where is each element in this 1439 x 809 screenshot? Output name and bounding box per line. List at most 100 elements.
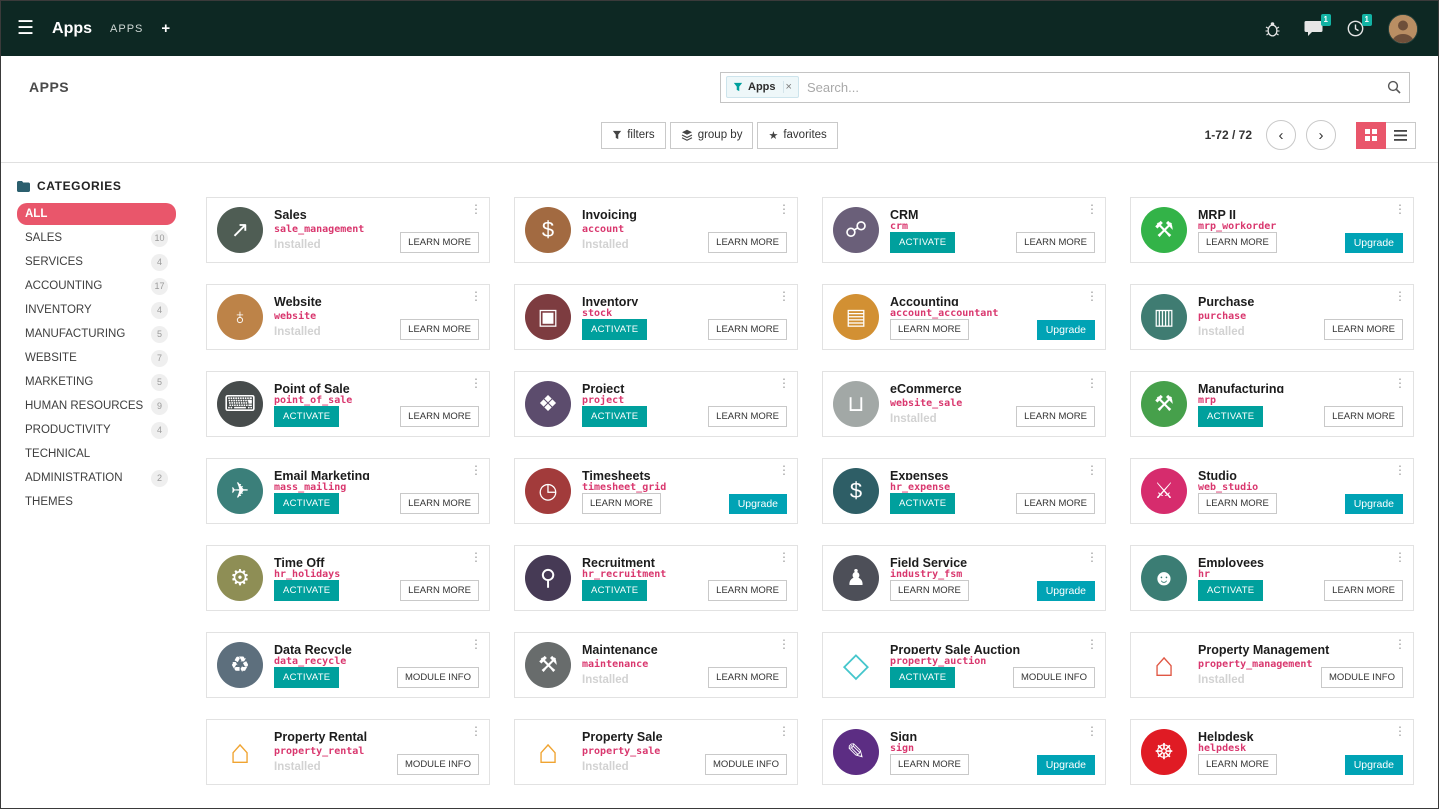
- learn-more-button[interactable]: LEARN MORE: [400, 318, 479, 340]
- learn-more-button[interactable]: LEARN MORE: [400, 492, 479, 514]
- learn-more-button[interactable]: LEARN MORE: [890, 753, 969, 775]
- navbar-app-title[interactable]: Apps: [52, 19, 93, 37]
- learn-more-button[interactable]: LEARN MORE: [890, 579, 969, 601]
- learn-more-button[interactable]: LEARN MORE: [890, 318, 969, 340]
- sidebar-item-themes[interactable]: THEMES: [17, 491, 176, 513]
- learn-more-button[interactable]: LEARN MORE: [1324, 318, 1403, 340]
- learn-more-button[interactable]: LEARN MORE: [1016, 405, 1095, 427]
- learn-more-button[interactable]: LEARN MORE: [1324, 579, 1403, 601]
- module-info-button[interactable]: MODULE INFO: [1321, 666, 1403, 688]
- module-info-button[interactable]: MODULE INFO: [397, 666, 479, 688]
- upgrade-button[interactable]: Upgrade: [1344, 754, 1403, 775]
- activate-button[interactable]: ACTIVATE: [1198, 579, 1264, 601]
- hamburger-menu-icon[interactable]: ☰: [17, 18, 35, 39]
- chat-messages-icon[interactable]: 1: [1304, 14, 1331, 37]
- card-kebab-menu-icon[interactable]: ⋮: [1086, 463, 1098, 477]
- activate-button[interactable]: ACTIVATE: [274, 579, 340, 601]
- card-kebab-menu-icon[interactable]: ⋮: [1086, 550, 1098, 564]
- upgrade-button[interactable]: Upgrade: [1036, 754, 1095, 775]
- learn-more-button[interactable]: LEARN MORE: [1016, 231, 1095, 253]
- card-kebab-menu-icon[interactable]: ⋮: [1394, 289, 1406, 303]
- card-kebab-menu-icon[interactable]: ⋮: [470, 463, 482, 477]
- sidebar-item-accounting[interactable]: ACCOUNTING 17: [17, 275, 176, 297]
- learn-more-button[interactable]: LEARN MORE: [708, 579, 787, 601]
- card-kebab-menu-icon[interactable]: ⋮: [1086, 637, 1098, 651]
- card-kebab-menu-icon[interactable]: ⋮: [470, 724, 482, 738]
- learn-more-button[interactable]: LEARN MORE: [1198, 492, 1277, 514]
- card-kebab-menu-icon[interactable]: ⋮: [1394, 724, 1406, 738]
- search-input[interactable]: [806, 79, 1387, 95]
- activate-button[interactable]: ACTIVATE: [890, 231, 956, 253]
- kanban-view-button[interactable]: [1356, 121, 1386, 149]
- sidebar-item-sales[interactable]: SALES 10: [17, 227, 176, 249]
- sidebar-item-services[interactable]: SERVICES 4: [17, 251, 176, 273]
- card-kebab-menu-icon[interactable]: ⋮: [778, 289, 790, 303]
- bug-icon[interactable]: [1265, 21, 1280, 37]
- card-kebab-menu-icon[interactable]: ⋮: [470, 202, 482, 216]
- navbar-menu-item-apps[interactable]: APPS: [110, 22, 144, 35]
- learn-more-button[interactable]: LEARN MORE: [708, 318, 787, 340]
- learn-more-button[interactable]: LEARN MORE: [400, 231, 479, 253]
- activate-button[interactable]: ACTIVATE: [582, 318, 648, 340]
- card-kebab-menu-icon[interactable]: ⋮: [1086, 289, 1098, 303]
- activate-button[interactable]: ACTIVATE: [1198, 405, 1264, 427]
- card-kebab-menu-icon[interactable]: ⋮: [1086, 724, 1098, 738]
- learn-more-button[interactable]: LEARN MORE: [708, 231, 787, 253]
- sidebar-item-technical[interactable]: TECHNICAL: [17, 443, 176, 465]
- list-view-button[interactable]: [1386, 121, 1416, 149]
- activate-button[interactable]: ACTIVATE: [274, 492, 340, 514]
- activate-button[interactable]: ACTIVATE: [890, 666, 956, 688]
- pager-next-button[interactable]: ›: [1306, 120, 1336, 150]
- upgrade-button[interactable]: Upgrade: [1036, 580, 1095, 601]
- module-info-button[interactable]: MODULE INFO: [397, 753, 479, 775]
- activate-button[interactable]: ACTIVATE: [890, 492, 956, 514]
- search-magnifier-icon[interactable]: [1387, 80, 1401, 94]
- learn-more-button[interactable]: LEARN MORE: [1016, 492, 1095, 514]
- activate-button[interactable]: ACTIVATE: [274, 405, 340, 427]
- upgrade-button[interactable]: Upgrade: [728, 493, 787, 514]
- learn-more-button[interactable]: LEARN MORE: [400, 405, 479, 427]
- group-by-button[interactable]: group by: [669, 121, 754, 149]
- learn-more-button[interactable]: LEARN MORE: [400, 579, 479, 601]
- sidebar-item-inventory[interactable]: INVENTORY 4: [17, 299, 176, 321]
- sidebar-item-administration[interactable]: ADMINISTRATION 2: [17, 467, 176, 489]
- learn-more-button[interactable]: LEARN MORE: [708, 666, 787, 688]
- activate-button[interactable]: ACTIVATE: [274, 666, 340, 688]
- card-kebab-menu-icon[interactable]: ⋮: [778, 637, 790, 651]
- card-kebab-menu-icon[interactable]: ⋮: [1394, 202, 1406, 216]
- activity-clock-icon[interactable]: 1: [1347, 14, 1372, 37]
- filters-button[interactable]: filters: [601, 121, 666, 149]
- pager-previous-button[interactable]: ‹: [1266, 120, 1296, 150]
- module-info-button[interactable]: MODULE INFO: [1013, 666, 1095, 688]
- card-kebab-menu-icon[interactable]: ⋮: [470, 376, 482, 390]
- card-kebab-menu-icon[interactable]: ⋮: [470, 289, 482, 303]
- activate-button[interactable]: ACTIVATE: [582, 405, 648, 427]
- upgrade-button[interactable]: Upgrade: [1344, 493, 1403, 514]
- card-kebab-menu-icon[interactable]: ⋮: [470, 637, 482, 651]
- learn-more-button[interactable]: LEARN MORE: [708, 405, 787, 427]
- card-kebab-menu-icon[interactable]: ⋮: [1086, 202, 1098, 216]
- card-kebab-menu-icon[interactable]: ⋮: [778, 550, 790, 564]
- sidebar-item-productivity[interactable]: PRODUCTIVITY 4: [17, 419, 176, 441]
- card-kebab-menu-icon[interactable]: ⋮: [778, 463, 790, 477]
- sidebar-item-manufacturing[interactable]: MANUFACTURING 5: [17, 323, 176, 345]
- plus-icon[interactable]: +: [161, 20, 171, 37]
- activate-button[interactable]: ACTIVATE: [582, 579, 648, 601]
- upgrade-button[interactable]: Upgrade: [1344, 232, 1403, 253]
- sidebar-item-human-resources[interactable]: HUMAN RESOURCES 9: [17, 395, 176, 417]
- sidebar-item-website[interactable]: WEBSITE 7: [17, 347, 176, 369]
- card-kebab-menu-icon[interactable]: ⋮: [1394, 550, 1406, 564]
- learn-more-button[interactable]: LEARN MORE: [1198, 753, 1277, 775]
- card-kebab-menu-icon[interactable]: ⋮: [778, 202, 790, 216]
- favorites-button[interactable]: ★ favorites: [757, 121, 838, 149]
- card-kebab-menu-icon[interactable]: ⋮: [778, 376, 790, 390]
- card-kebab-menu-icon[interactable]: ⋮: [470, 550, 482, 564]
- card-kebab-menu-icon[interactable]: ⋮: [1394, 637, 1406, 651]
- facet-remove-icon[interactable]: ×: [782, 81, 792, 93]
- user-avatar[interactable]: [1388, 13, 1418, 44]
- card-kebab-menu-icon[interactable]: ⋮: [1086, 376, 1098, 390]
- sidebar-item-all[interactable]: ALL: [17, 203, 176, 225]
- upgrade-button[interactable]: Upgrade: [1036, 319, 1095, 340]
- card-kebab-menu-icon[interactable]: ⋮: [1394, 463, 1406, 477]
- learn-more-button[interactable]: LEARN MORE: [1324, 405, 1403, 427]
